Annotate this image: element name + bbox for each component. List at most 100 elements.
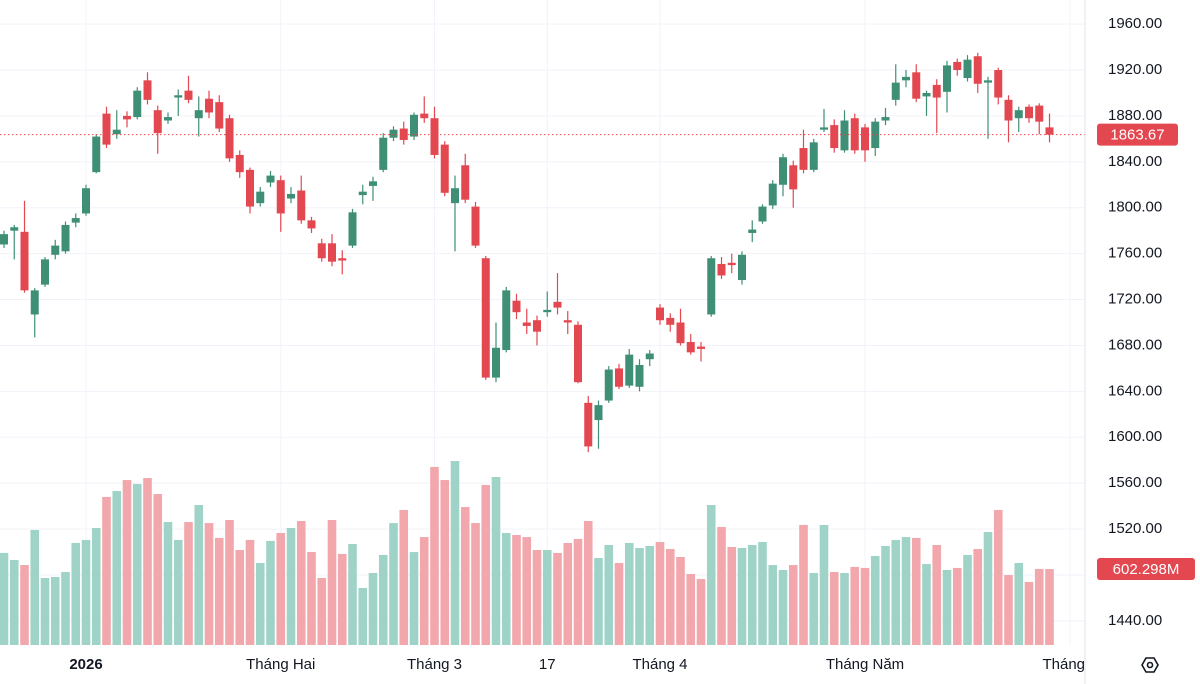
volume-bar — [737, 548, 747, 645]
candle-body — [666, 317, 675, 325]
candle-body — [615, 368, 623, 387]
candle-body — [194, 110, 203, 119]
candle-body — [789, 165, 798, 190]
candle-body — [830, 125, 839, 149]
volume-bar — [327, 520, 337, 645]
volume-bar — [870, 555, 880, 645]
x-tick-label: 17 — [539, 656, 556, 673]
candle-body — [635, 364, 644, 387]
volume-bar — [1014, 563, 1024, 645]
volume-bar — [132, 483, 142, 645]
candle-body — [809, 142, 818, 170]
volume-bar — [901, 537, 911, 645]
volume-bar — [532, 550, 542, 645]
volume-bar — [655, 541, 665, 645]
candle-body — [266, 175, 275, 183]
candle-body — [502, 290, 511, 351]
candle-body — [205, 98, 213, 113]
volume-bar — [430, 466, 439, 645]
candle-body — [881, 117, 890, 121]
volume-bar — [30, 529, 40, 645]
candle-body — [297, 190, 306, 221]
candle-body — [717, 263, 726, 276]
icon-hexagon[interactable] — [1141, 657, 1159, 673]
candle-body — [1025, 106, 1033, 119]
volume-bar — [676, 556, 685, 645]
volume-bar — [604, 544, 614, 645]
volume-bar — [20, 565, 29, 645]
y-tick-label: 1720.00 — [1108, 291, 1162, 308]
y-tick-label: 1520.00 — [1108, 520, 1162, 537]
volume-bar — [225, 520, 234, 645]
candle-body — [758, 206, 767, 222]
candle-body — [276, 180, 285, 214]
volume-bar — [184, 522, 193, 645]
candle-body — [533, 320, 541, 332]
volume-bar — [829, 571, 839, 645]
y-tick-label: 1880.00 — [1108, 107, 1162, 124]
candle-body — [594, 405, 603, 421]
candle-body — [686, 342, 695, 353]
candle-body — [963, 59, 972, 79]
volume-pane — [0, 461, 1054, 645]
volume-bar — [122, 480, 132, 645]
volume-bar — [1045, 569, 1054, 645]
volume-bar — [512, 535, 521, 645]
candle-body — [1014, 110, 1023, 119]
volume-bar — [1004, 575, 1013, 645]
candle-body — [932, 84, 941, 98]
y-tick-label: 1640.00 — [1108, 382, 1162, 399]
candle-body — [174, 95, 183, 98]
candle-body — [748, 229, 757, 233]
candle-body — [1004, 99, 1013, 121]
candle-body — [779, 157, 787, 185]
volume-bar — [788, 565, 798, 645]
volume-bar — [358, 587, 368, 645]
x-tick-label: 2026 — [69, 656, 102, 673]
volume-bar — [266, 540, 275, 645]
candle-body — [697, 346, 705, 349]
volume-bar — [61, 571, 70, 645]
volume-bar — [389, 523, 398, 645]
settings-icon[interactable] — [1141, 657, 1159, 673]
volume-bar — [563, 542, 573, 645]
price-pane — [0, 52, 1085, 453]
candle-body — [871, 121, 880, 149]
volume-bar — [440, 480, 450, 645]
candle-body — [61, 224, 70, 252]
candle-body — [235, 154, 244, 173]
volume-bar — [942, 569, 952, 645]
candle-body — [645, 353, 654, 360]
candle-body — [133, 90, 142, 118]
volume-bar — [717, 526, 726, 645]
volume-bar — [583, 521, 593, 645]
y-tick-label: 1560.00 — [1108, 474, 1162, 491]
volume-bar — [573, 538, 583, 645]
volume-bar — [624, 542, 634, 645]
candle-body — [317, 243, 326, 259]
candle-body — [389, 129, 398, 138]
candle-body — [1045, 127, 1054, 135]
volume-bar — [686, 573, 696, 645]
candle-body — [20, 231, 29, 291]
candle-body — [338, 258, 347, 261]
volume-bar — [850, 566, 860, 645]
y-tick-label: 1440.00 — [1108, 612, 1162, 629]
volume-bar — [645, 546, 655, 645]
candle-body — [994, 70, 1003, 98]
volume-bar — [204, 523, 214, 645]
volume-bar — [112, 491, 122, 645]
volume-bar — [50, 577, 60, 645]
candle-body — [604, 369, 613, 401]
volume-bar — [471, 523, 480, 645]
volume-bar — [245, 539, 255, 645]
volume-bar — [522, 537, 532, 645]
volume-bar — [173, 539, 183, 645]
icon-dot[interactable] — [1146, 661, 1154, 669]
volume-bar — [860, 567, 870, 645]
x-tick-label: Tháng Năm — [826, 656, 904, 673]
volume-bar — [255, 563, 265, 645]
candle-body — [153, 110, 162, 134]
candle-body — [553, 301, 562, 308]
